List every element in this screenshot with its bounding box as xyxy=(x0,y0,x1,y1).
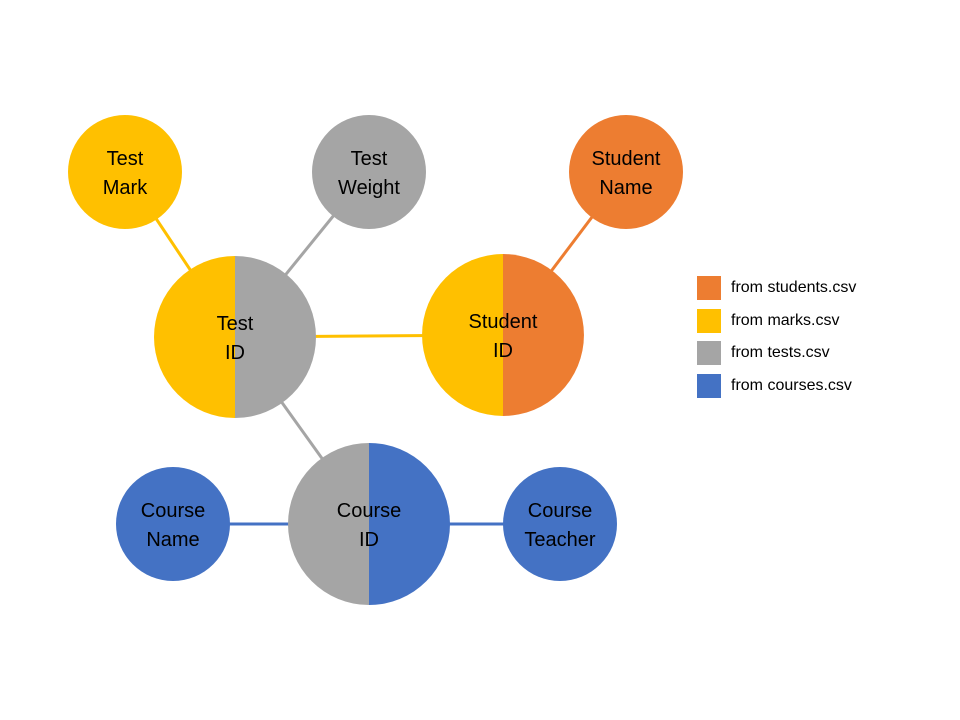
node-course-id-left-half xyxy=(288,443,369,605)
node-student-id: Student ID xyxy=(422,254,584,416)
node-test-id: Test ID xyxy=(154,256,316,418)
node-test-mark: Test Mark xyxy=(68,115,182,229)
legend-swatch-courses xyxy=(697,374,721,399)
node-student-id-label-line1: Student xyxy=(469,311,538,333)
node-student-id-left-half xyxy=(422,254,503,416)
node-course-name-circle xyxy=(116,467,230,581)
node-test-mark-label-line2: Mark xyxy=(103,177,148,199)
node-test-weight-label-line2: Weight xyxy=(338,177,400,199)
node-course-id: Course ID xyxy=(288,443,450,605)
legend: from students.csv from marks.csv from te… xyxy=(697,276,856,407)
node-course-name-label-line2: Name xyxy=(146,529,199,551)
node-test-id-label-line2: ID xyxy=(225,342,245,364)
legend-label-marks: from marks.csv xyxy=(731,311,840,329)
node-test-id-label-line1: Test xyxy=(217,313,254,335)
legend-item-tests: from tests.csv xyxy=(697,341,856,366)
node-test-id-right-half xyxy=(235,256,316,418)
node-course-name: Course Name xyxy=(116,467,230,581)
node-student-id-label-line2: ID xyxy=(493,340,513,362)
node-student-name: Student Name xyxy=(569,115,683,229)
legend-item-students: from students.csv xyxy=(697,276,856,300)
node-course-name-label-line1: Course xyxy=(141,500,205,522)
legend-label-tests: from tests.csv xyxy=(731,344,830,362)
nodes-layer: TestMarkTestWeightStudentNameTestIDStude… xyxy=(68,115,683,605)
legend-swatch-tests xyxy=(697,341,721,366)
legend-label-courses: from courses.csv xyxy=(731,377,852,395)
legend-item-marks: from marks.csv xyxy=(697,308,856,333)
legend-label-students: from students.csv xyxy=(731,279,857,296)
node-student-name-label-line1: Student xyxy=(592,148,661,170)
node-test-weight: Test Weight xyxy=(312,115,426,229)
node-course-teacher-circle xyxy=(503,467,617,581)
node-course-teacher-label-line2: Teacher xyxy=(524,529,595,551)
node-course-id-right-half xyxy=(369,443,450,605)
node-course-teacher: Course Teacher xyxy=(503,467,617,581)
node-test-mark-circle xyxy=(68,115,182,229)
node-test-id-left-half xyxy=(154,256,235,418)
node-course-teacher-label-line1: Course xyxy=(528,500,592,522)
legend-swatch-students xyxy=(697,276,721,300)
node-student-name-circle xyxy=(569,115,683,229)
node-test-mark-label-line1: Test xyxy=(107,148,144,170)
legend-swatch-marks xyxy=(697,308,721,333)
node-course-id-label-line1: Course xyxy=(337,500,401,522)
node-course-id-label-line2: ID xyxy=(359,529,379,551)
legend-item-courses: from courses.csv xyxy=(697,374,856,399)
node-student-name-label-line2: Name xyxy=(599,177,652,199)
node-test-weight-label-line1: Test xyxy=(351,148,388,170)
node-student-id-right-half xyxy=(503,254,584,416)
node-test-weight-circle xyxy=(312,115,426,229)
